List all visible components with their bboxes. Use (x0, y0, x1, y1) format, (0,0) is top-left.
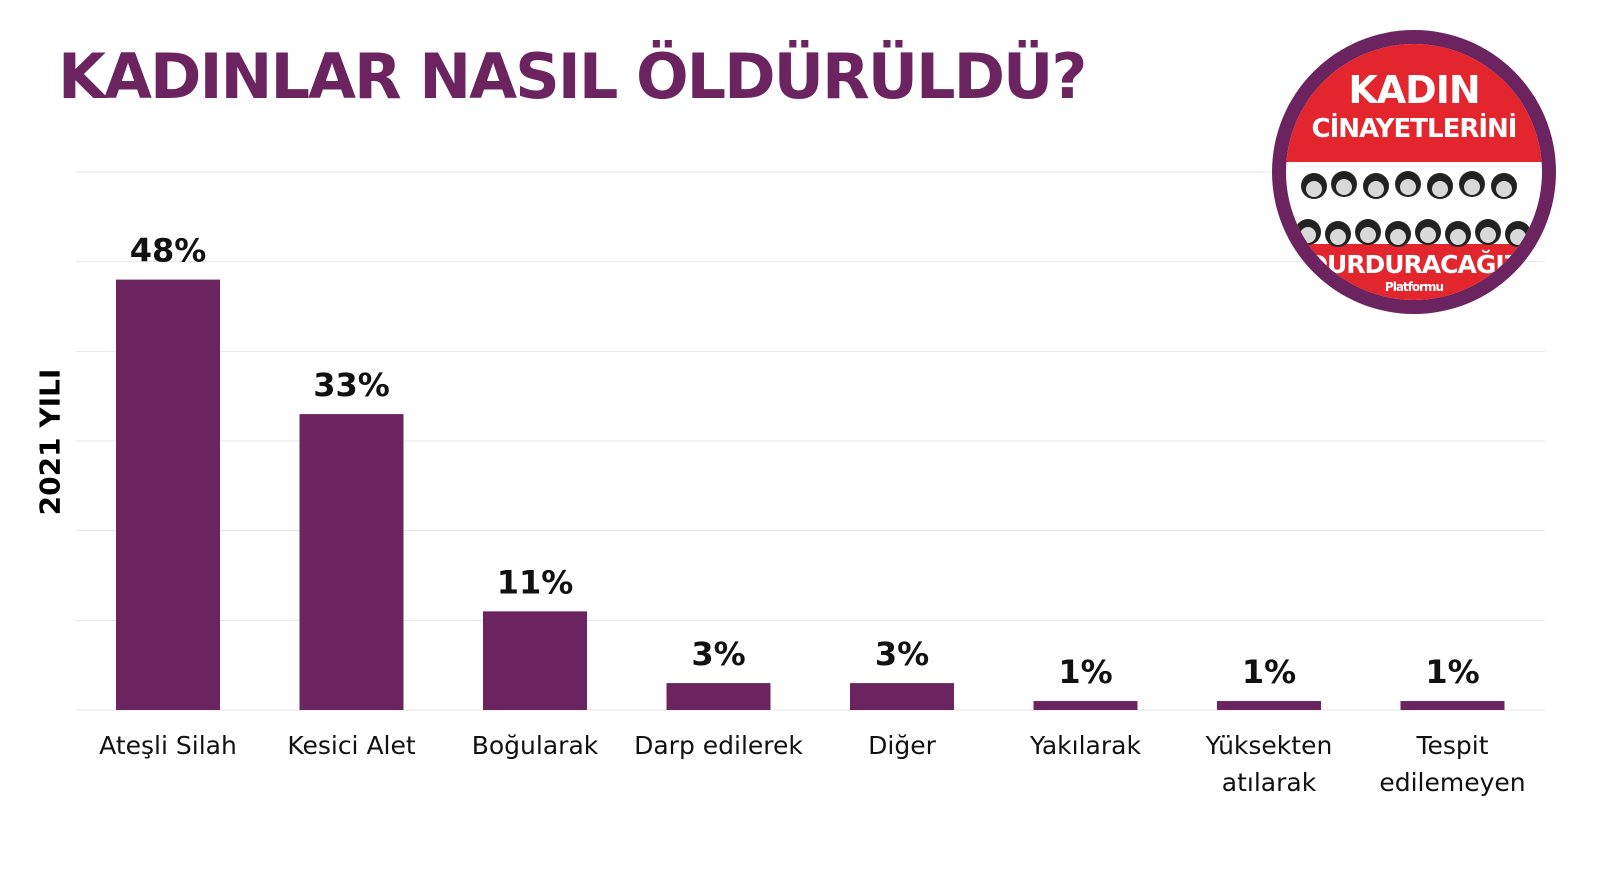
x-tick-label: Yüksekten atılarak (1205, 731, 1333, 797)
x-tick-label: Yakılarak (1029, 731, 1141, 760)
data-label: 1% (1242, 653, 1296, 691)
x-tick-label: Diğer (868, 731, 936, 760)
x-tick-label: Darp edilerek (634, 731, 803, 760)
logo-inner: KADIN CİNAYETLERİNİ DURDURACAĞIZ Platfor… (1286, 44, 1542, 300)
bar (1217, 701, 1321, 710)
logo-bottom-band (1286, 244, 1542, 300)
logo-top-band (1286, 44, 1542, 162)
data-label: 1% (1058, 653, 1112, 691)
logo-line-3: DURDURACAĞIZ (1307, 250, 1522, 279)
data-label: 3% (691, 635, 745, 673)
data-label: 1% (1425, 653, 1479, 691)
x-tick-label: Tespit edilemeyen (1379, 731, 1525, 797)
data-label: 3% (875, 635, 929, 673)
bar (850, 683, 954, 710)
logo-line-1: KADIN (1348, 68, 1480, 112)
bar (1033, 701, 1138, 710)
logo-line-4: Platformu (1384, 280, 1444, 294)
x-tick-label: Boğularak (472, 731, 599, 760)
bar (666, 683, 771, 710)
logo-line-2: CİNAYETLERİNİ (1311, 114, 1518, 144)
bar (483, 611, 587, 710)
bar (1400, 701, 1505, 710)
bar (116, 279, 220, 710)
bar (299, 414, 404, 710)
x-tick-label: Ateşli Silah (99, 731, 237, 760)
platform-logo: KADIN CİNAYETLERİNİ DURDURACAĞIZ Platfor… (1272, 30, 1556, 314)
data-label: 11% (497, 563, 574, 601)
data-label: 48% (130, 232, 207, 270)
data-label: 33% (313, 366, 390, 404)
faces-collage (1296, 171, 1531, 247)
x-tick-label: Kesici Alet (287, 731, 416, 760)
page-title: KADINLAR NASIL ÖLDÜRÜLDÜ? (58, 40, 1087, 113)
